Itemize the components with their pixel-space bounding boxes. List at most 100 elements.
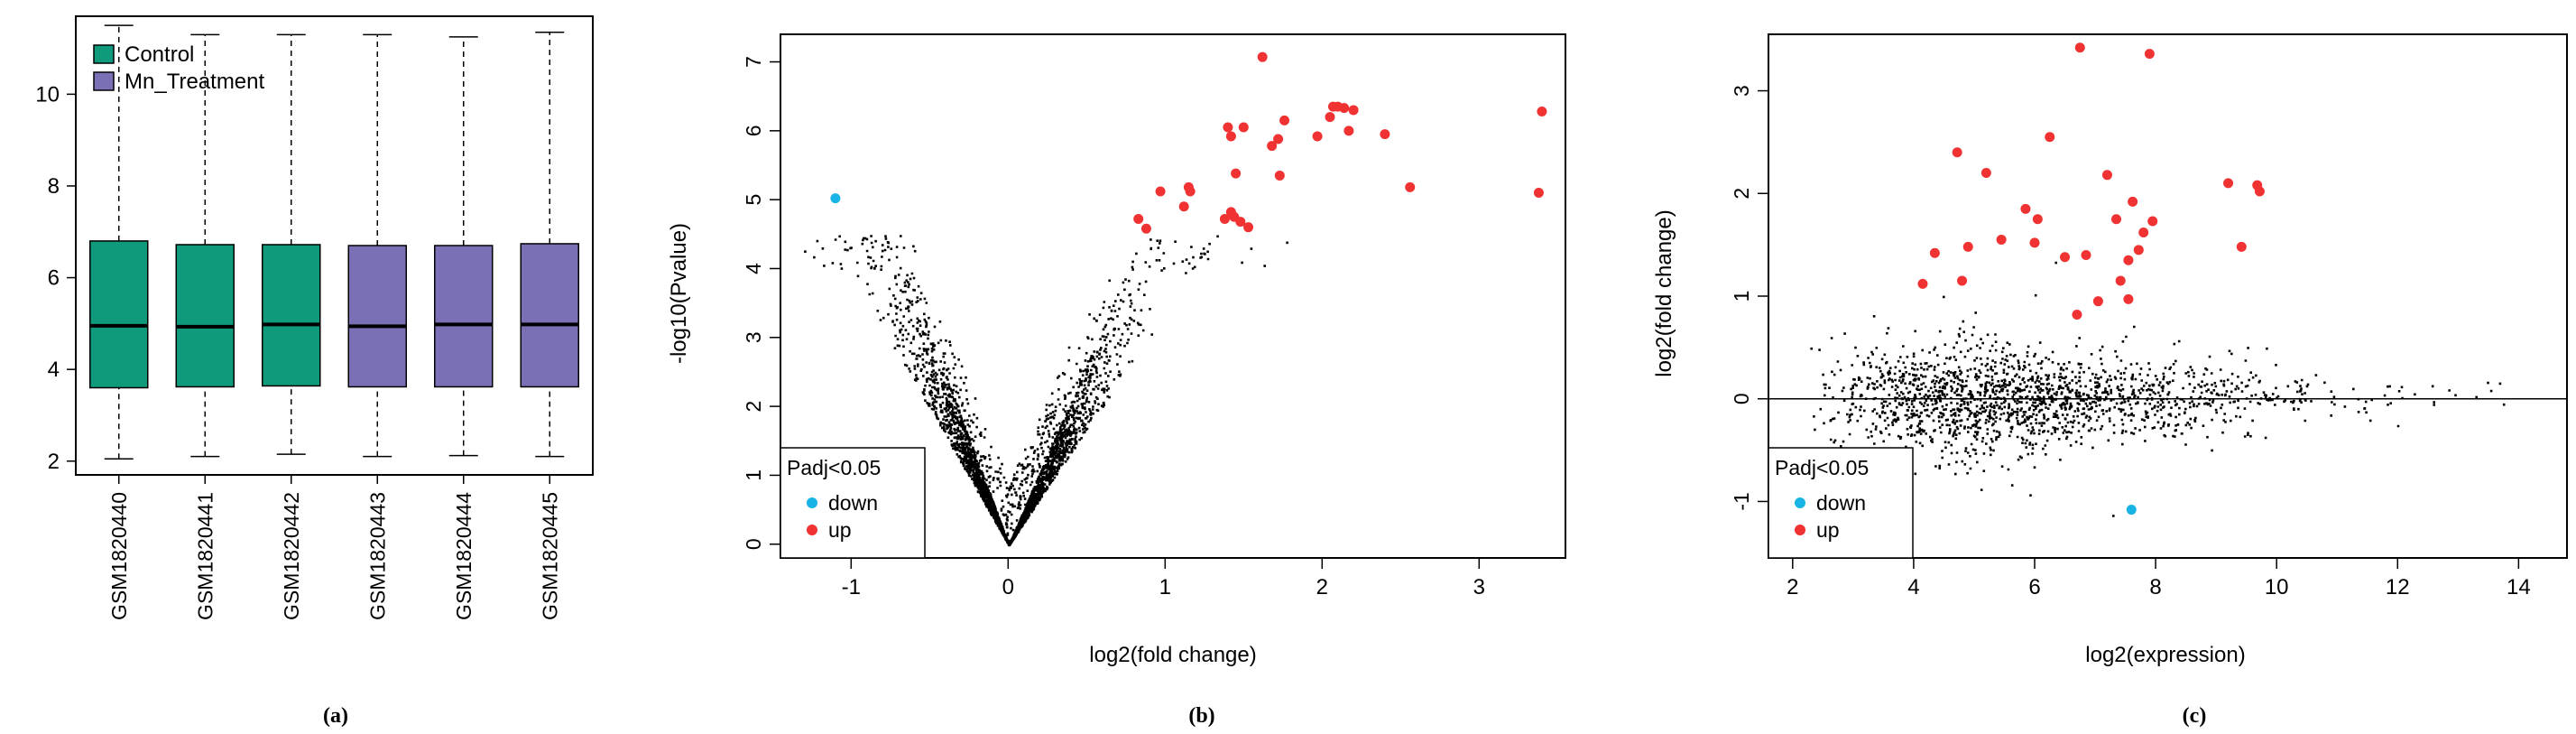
x-tick-label: 2 xyxy=(1316,575,1328,599)
box-GSM1820440 xyxy=(89,240,149,389)
point-up xyxy=(2123,293,2134,304)
y-tick-label: 10 xyxy=(35,82,60,107)
background-point-cloud xyxy=(1810,261,2506,517)
point-up xyxy=(1235,217,1246,228)
caption-b: (b) xyxy=(1188,704,1214,728)
point-up xyxy=(1219,214,1230,225)
x-tick-label: 2 xyxy=(1787,575,1798,599)
y-tick-label: 8 xyxy=(48,174,60,199)
point-up xyxy=(2123,255,2134,265)
panel-b-volcano: 0 1 2 3 4 5 6 7 -1 0 1 2 3 log2(fold change) -log10… xyxy=(667,33,1566,728)
point-up xyxy=(1957,275,1968,286)
y-tick-label: 3 xyxy=(742,331,765,343)
box-GSM1820441 xyxy=(175,244,235,388)
legend-label-up: up xyxy=(1816,518,1840,542)
point-up xyxy=(1133,214,1144,225)
point-up xyxy=(1533,188,1544,199)
x-tick-label: GSM1820442 xyxy=(280,492,303,620)
point-up xyxy=(2223,178,2234,189)
point-up xyxy=(1537,106,1547,116)
x-tick-label: 10 xyxy=(2265,575,2289,599)
point-up xyxy=(1225,131,1236,142)
point-up xyxy=(1380,129,1390,140)
point-up xyxy=(1185,186,1196,197)
x-tick-label: GSM1820445 xyxy=(538,492,561,620)
point-up xyxy=(2101,170,2112,181)
point-up xyxy=(1962,241,1973,252)
highlighted-points xyxy=(830,51,1547,234)
point-up xyxy=(2254,186,2265,197)
y-tick-label: 1 xyxy=(742,469,765,481)
point-up xyxy=(2236,241,2247,252)
point-up xyxy=(2020,203,2031,214)
point-up xyxy=(2032,214,2043,225)
legend-swatch-control xyxy=(93,44,115,64)
legend-label-up: up xyxy=(828,518,852,542)
point-up xyxy=(2147,216,2158,227)
y-tick-label: 0 xyxy=(1730,393,1753,404)
point-up xyxy=(1273,134,1284,144)
x-tick-label: 3 xyxy=(1473,575,1485,599)
point-up xyxy=(1325,112,1335,123)
point-up xyxy=(1178,201,1189,212)
highlighted-points xyxy=(1917,42,2265,516)
x-tick-label: 1 xyxy=(1159,575,1171,599)
y-tick-label: 6 xyxy=(742,125,765,136)
legend: Control Mn_Treatment xyxy=(93,42,265,94)
point-up xyxy=(1231,168,1242,179)
legend-marker-up xyxy=(807,525,817,535)
point-up xyxy=(2133,245,2144,256)
legend-label-down: down xyxy=(828,491,878,515)
box-GSM1820443 xyxy=(347,245,407,388)
legend-label-mn-treatment: Mn_Treatment xyxy=(125,70,265,94)
legend-marker-down xyxy=(807,497,817,508)
box-GSM1820445 xyxy=(520,243,579,388)
point-up xyxy=(1267,141,1278,152)
point-up xyxy=(2115,275,2126,286)
y-axis: 2 4 6 8 10 xyxy=(35,82,76,474)
y-tick-label: 0 xyxy=(742,538,765,550)
point-up xyxy=(1155,186,1166,197)
y-axis: 0 1 2 3 4 5 6 7 xyxy=(742,56,780,550)
caption-c: (c) xyxy=(2183,704,2207,728)
point-up xyxy=(2060,252,2071,263)
point-up xyxy=(2072,309,2082,320)
legend-title: Padj<0.05 xyxy=(1775,456,1869,479)
y-tick-label: 2 xyxy=(742,401,765,413)
x-tick-label: GSM1820444 xyxy=(452,492,475,620)
point-up xyxy=(1140,223,1151,234)
legend-box xyxy=(780,447,926,559)
y-tick-label: 6 xyxy=(48,266,60,291)
point-up xyxy=(2081,250,2091,261)
y-tick-label: 4 xyxy=(742,263,765,274)
point-down xyxy=(2126,505,2137,516)
x-axis-label: log2(fold change) xyxy=(1089,643,1256,667)
plot-frame xyxy=(75,15,594,476)
y-tick-label: 5 xyxy=(742,194,765,206)
x-axis: -1 0 1 2 3 xyxy=(842,558,1485,599)
legend-swatch-mn-treatment xyxy=(93,71,115,91)
y-tick-label: 7 xyxy=(742,56,765,68)
y-tick-label: 2 xyxy=(48,450,60,474)
background-points xyxy=(1810,261,2506,517)
x-axis-label: log2(expression) xyxy=(2085,643,2245,667)
y-tick-label: 3 xyxy=(1730,85,1753,97)
point-up xyxy=(1223,122,1233,133)
point-up xyxy=(2029,237,2040,248)
x-tick-label: 6 xyxy=(2028,575,2040,599)
point-up xyxy=(1339,103,1350,114)
legend-title: Padj<0.05 xyxy=(787,456,881,479)
x-tick-label: GSM1820443 xyxy=(365,492,389,620)
point-up xyxy=(1917,278,1928,289)
point-up xyxy=(1243,222,1254,233)
box-GSM1820444 xyxy=(434,245,494,388)
x-axis: GSM1820440 GSM1820441 GSM1820442 GSM1820443… xyxy=(107,475,561,620)
point-up xyxy=(2045,132,2055,143)
point-up xyxy=(1312,131,1323,142)
point-up xyxy=(1952,147,1962,158)
point-down xyxy=(830,193,841,204)
x-tick-label: 12 xyxy=(2386,575,2410,599)
